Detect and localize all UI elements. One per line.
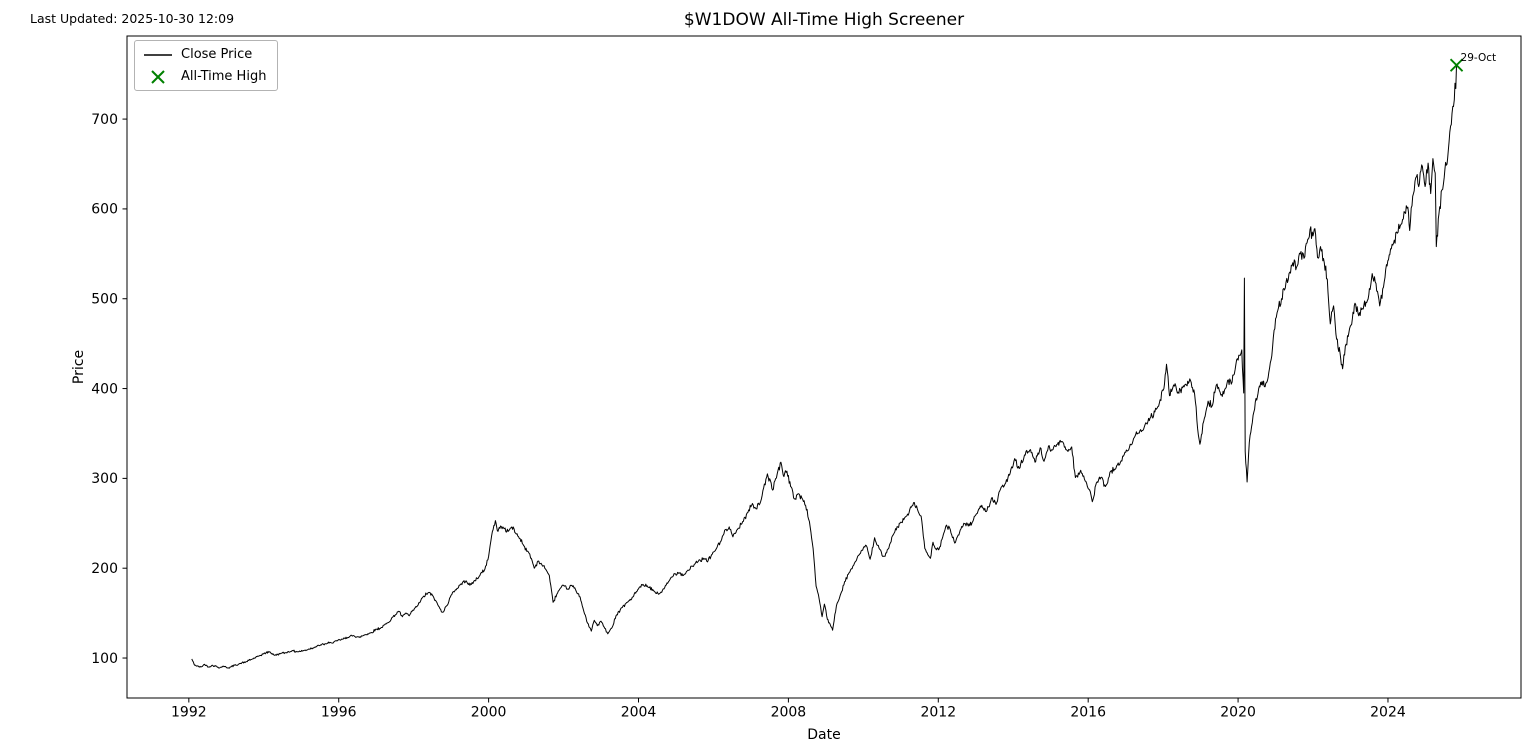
close-price-line-sample (143, 48, 173, 62)
y-tick-label: 700 (91, 112, 118, 128)
legend-item-all-time-high: All-Time High (143, 68, 269, 85)
legend-label: Close Price (181, 47, 253, 62)
x-tick-label: 1992 (171, 705, 207, 721)
all-time-high-annotation: 29-Oct (1460, 52, 1497, 65)
y-tick-label: 600 (91, 202, 118, 218)
close-price-line (191, 65, 1457, 669)
x-tick-label: 2016 (1070, 705, 1106, 721)
x-tick-label: 2024 (1370, 705, 1406, 721)
y-tick-label: 500 (91, 291, 118, 307)
y-tick-label: 300 (91, 471, 118, 487)
legend-item-close-price: Close Price (143, 46, 269, 63)
axes-frame (126, 35, 1522, 699)
all-time-high-marker-sample (143, 69, 173, 85)
x-tick-label: 2012 (920, 705, 956, 721)
x-tick-label: 2004 (621, 705, 657, 721)
y-axis-label: Price (71, 349, 87, 385)
all-time-high-marker (1449, 58, 1464, 72)
x-tick-label: 1996 (321, 705, 357, 721)
y-tick-label: 200 (91, 561, 118, 577)
last-updated-text: Last Updated: 2025-10-30 12:09 (30, 11, 235, 26)
y-tick-label: 100 (91, 651, 118, 667)
x-tick-label: 2008 (771, 705, 807, 721)
y-tick-label: 400 (91, 381, 118, 397)
legend: Close Price All-Time High (134, 40, 278, 91)
x-tick-label: 2020 (1220, 705, 1256, 721)
chart-title: $W1DOW All-Time High Screener (683, 10, 965, 30)
legend-label: All-Time High (181, 69, 267, 84)
x-tick-label: 2000 (471, 705, 507, 721)
x-axis-label: Date (807, 727, 841, 743)
